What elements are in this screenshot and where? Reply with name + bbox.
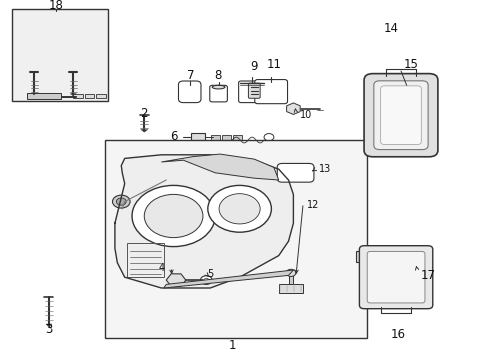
Polygon shape [161, 154, 278, 180]
Bar [84, 94, 94, 98]
Circle shape [116, 198, 126, 205]
Text: 12: 12 [306, 200, 319, 210]
Polygon shape [46, 324, 52, 327]
Bar [190, 133, 205, 141]
Bar [232, 135, 241, 140]
Bar [73, 94, 83, 98]
Text: 16: 16 [390, 328, 405, 341]
Circle shape [132, 185, 215, 247]
FancyBboxPatch shape [209, 85, 227, 102]
FancyBboxPatch shape [373, 81, 427, 150]
FancyBboxPatch shape [277, 163, 313, 182]
Bar [398, 269, 419, 285]
Text: 17: 17 [420, 269, 434, 282]
Bar [371, 267, 393, 287]
Text: 14: 14 [383, 22, 398, 35]
Text: 2: 2 [140, 107, 148, 120]
FancyBboxPatch shape [366, 251, 424, 303]
Text: 11: 11 [266, 58, 281, 71]
FancyBboxPatch shape [238, 81, 264, 103]
Bar [355, 251, 366, 262]
Text: 5: 5 [207, 269, 213, 279]
Text: 7: 7 [186, 69, 194, 82]
Text: 13: 13 [318, 164, 331, 174]
Polygon shape [115, 155, 293, 288]
Text: 9: 9 [250, 60, 258, 73]
Text: 15: 15 [403, 58, 417, 71]
Text: 4: 4 [158, 263, 164, 273]
Bar [96, 94, 105, 98]
Polygon shape [31, 94, 37, 96]
Circle shape [219, 194, 260, 224]
Text: 3: 3 [45, 323, 53, 336]
Circle shape [203, 278, 208, 282]
Text: 1: 1 [228, 339, 236, 352]
Polygon shape [141, 130, 147, 132]
Text: 18: 18 [49, 0, 63, 12]
FancyBboxPatch shape [178, 81, 201, 103]
FancyBboxPatch shape [380, 86, 420, 144]
Bar [288, 273, 293, 284]
Circle shape [200, 276, 212, 284]
FancyBboxPatch shape [248, 83, 260, 98]
Circle shape [207, 185, 271, 232]
Polygon shape [70, 94, 76, 96]
Text: 8: 8 [213, 69, 221, 82]
Bar [211, 135, 220, 140]
Bar [105, 140, 366, 338]
Circle shape [144, 194, 203, 238]
Polygon shape [163, 270, 293, 288]
FancyBboxPatch shape [254, 80, 287, 104]
Bar [278, 284, 303, 293]
Circle shape [285, 269, 295, 276]
Text: 6: 6 [169, 130, 177, 143]
Circle shape [112, 195, 130, 208]
Text: 10: 10 [299, 110, 311, 120]
Bar [127, 243, 163, 277]
FancyBboxPatch shape [363, 74, 437, 157]
Bar [222, 135, 230, 140]
Bar [27, 93, 61, 99]
Ellipse shape [212, 85, 224, 89]
Circle shape [264, 134, 273, 141]
Bar [12, 9, 107, 101]
FancyBboxPatch shape [359, 246, 432, 309]
